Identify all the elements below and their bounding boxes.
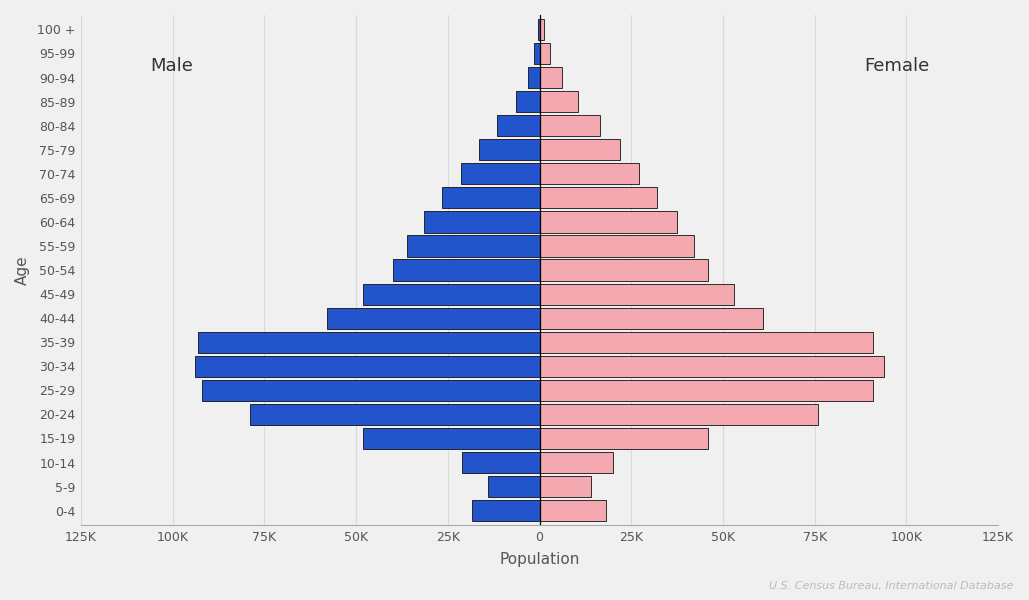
X-axis label: Population: Population: [499, 552, 579, 567]
Bar: [363, 428, 539, 449]
Bar: [488, 476, 539, 497]
Bar: [461, 163, 539, 184]
Bar: [539, 115, 600, 136]
Text: Female: Female: [864, 56, 929, 74]
Bar: [539, 428, 708, 449]
Bar: [424, 211, 539, 233]
Bar: [539, 452, 613, 473]
Bar: [539, 476, 591, 497]
Bar: [516, 91, 539, 112]
Bar: [462, 452, 539, 473]
Bar: [539, 332, 874, 353]
Bar: [471, 500, 539, 521]
Text: Male: Male: [150, 56, 192, 74]
Bar: [539, 380, 874, 401]
Bar: [199, 332, 539, 353]
Bar: [539, 235, 694, 257]
Bar: [539, 284, 734, 305]
Bar: [539, 259, 708, 281]
Bar: [539, 308, 764, 329]
Bar: [497, 115, 539, 136]
Bar: [539, 139, 620, 160]
Text: U.S. Census Bureau, International Database: U.S. Census Bureau, International Databa…: [769, 581, 1014, 591]
Bar: [442, 187, 539, 208]
Bar: [539, 500, 605, 521]
Bar: [539, 211, 677, 233]
Bar: [393, 259, 539, 281]
Bar: [539, 163, 639, 184]
Bar: [539, 43, 549, 64]
Bar: [250, 404, 539, 425]
Bar: [194, 356, 539, 377]
Bar: [539, 404, 818, 425]
Bar: [539, 356, 884, 377]
Bar: [539, 91, 578, 112]
Bar: [538, 19, 539, 40]
Bar: [539, 19, 544, 40]
Bar: [528, 67, 539, 88]
Bar: [202, 380, 539, 401]
Bar: [407, 235, 539, 257]
Bar: [327, 308, 539, 329]
Bar: [363, 284, 539, 305]
Bar: [539, 67, 562, 88]
Bar: [480, 139, 539, 160]
Bar: [534, 43, 539, 64]
Bar: [539, 187, 657, 208]
Y-axis label: Age: Age: [15, 255, 30, 285]
